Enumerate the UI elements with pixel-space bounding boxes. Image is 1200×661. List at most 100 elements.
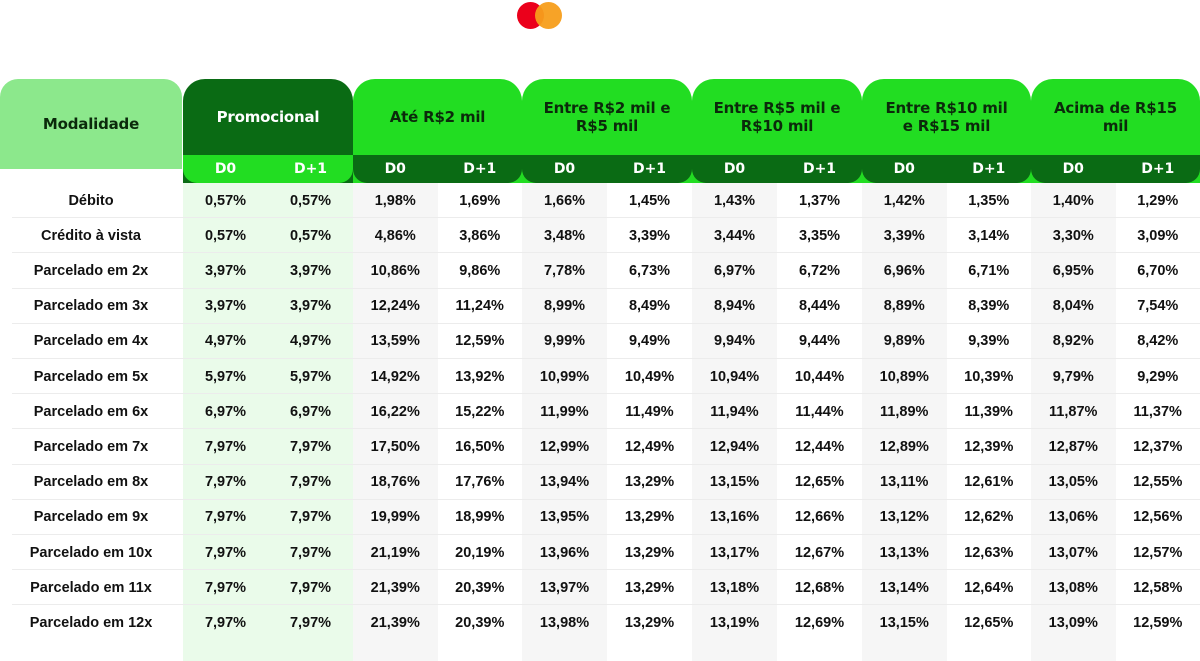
column-background <box>1031 183 1116 661</box>
rate-cell: 12,59% <box>455 333 505 350</box>
table-row: Parcelado em 7x 7,97% 7,97% 17,50% 16,50% 12,… <box>0 429 1200 465</box>
rate-cell: 13,96% <box>539 544 590 561</box>
rate-cell: 13,16% <box>709 509 760 526</box>
rate-cell: 20,19% <box>455 544 505 561</box>
rate-cell: 12,39% <box>964 438 1014 455</box>
rate-cell: 13,17% <box>709 544 760 561</box>
rate-cell: 13,14% <box>879 579 929 596</box>
rate-cell: 11,99% <box>540 403 589 420</box>
row-label: Parcelado em 11x <box>30 579 152 596</box>
rate-cell: 0,57% <box>204 227 247 244</box>
group-header-title: Entre R$10 mil e R$15 mil <box>885 99 1008 135</box>
rate-cell: 8,44% <box>798 298 841 315</box>
rate-cell: 9,94% <box>713 333 756 350</box>
rate-cell: 6,70% <box>1137 262 1179 279</box>
rate-cell: 12,37% <box>1133 438 1183 455</box>
subheader-d1: D+1 <box>463 161 497 177</box>
rate-cell: 18,99% <box>455 509 505 526</box>
table-row: Débito 0,57% 0,57% 1,98% 1,69% 1,66% 1,45% 1,43… <box>0 183 1200 219</box>
rate-cell: 6,97% <box>204 403 247 420</box>
rate-cell: 3,39% <box>628 227 671 244</box>
rate-cell: 4,97% <box>289 333 332 350</box>
rate-cell: 1,98% <box>374 192 416 209</box>
rate-cell: 12,57% <box>1133 544 1183 561</box>
rate-cell: 9,44% <box>798 333 841 350</box>
mastercard-logo-icon <box>517 2 563 29</box>
group-header-5: Acima de R$15 mil <box>1031 79 1200 155</box>
table-row: Parcelado em 3x 3,97% 3,97% 12,24% 11,24% 8,9… <box>0 289 1200 324</box>
rate-cell: 7,97% <box>204 474 247 491</box>
rate-cell: 13,08% <box>1048 579 1098 596</box>
rate-cell: 6,71% <box>968 262 1010 279</box>
row-divider <box>12 357 1200 359</box>
rate-cell: 19,99% <box>370 509 420 526</box>
table-row: Parcelado em 5x 5,97% 5,97% 14,92% 13,92% 10,… <box>0 359 1200 395</box>
subheader-d0: D0 <box>1062 161 1084 177</box>
rate-cell: 11,24% <box>455 298 504 315</box>
rate-cell: 8,89% <box>883 298 925 315</box>
rate-cell: 5,97% <box>204 368 247 385</box>
rate-cell: 13,29% <box>624 474 675 491</box>
rate-cell: 13,15% <box>709 474 760 491</box>
rate-table: Modalidade Promocional D0 D+1 Até R$2 mil D0… <box>0 79 1200 661</box>
rate-cell: 13,19% <box>709 614 760 631</box>
rate-cell: 8,04% <box>1052 298 1094 315</box>
rate-cell: 7,97% <box>204 438 247 455</box>
rate-cell: 13,09% <box>1048 614 1098 631</box>
rate-cell: 8,99% <box>543 298 586 315</box>
subheader-d0: D0 <box>384 161 406 177</box>
table-row: Parcelado em 6x 6,97% 6,97% 16,22% 15,22% 11,… <box>0 394 1200 430</box>
modalidade-header: Modalidade <box>0 79 182 169</box>
rate-cell: 13,95% <box>539 509 590 526</box>
rate-cell: 12,67% <box>794 544 845 561</box>
rate-cell: 3,97% <box>289 262 332 279</box>
rate-cell: 0,57% <box>289 192 332 209</box>
subheader-d0: D0 <box>553 161 576 177</box>
rate-cell: 13,12% <box>879 509 929 526</box>
rate-cell: 16,50% <box>455 438 505 455</box>
rate-cell: 10,39% <box>964 368 1014 385</box>
subheader-d1: D+1 <box>972 161 1006 177</box>
rate-cell: 1,35% <box>968 192 1010 209</box>
rate-cell: 12,56% <box>1133 509 1183 526</box>
group-subheader-0: D0 D+1 <box>183 155 353 183</box>
rate-cell: 3,97% <box>289 298 332 315</box>
column-background <box>353 183 438 661</box>
row-divider <box>12 393 1200 395</box>
rate-cell: 1,42% <box>883 192 925 209</box>
row-divider <box>12 498 1200 500</box>
row-label: Parcelado em 9x <box>33 509 149 526</box>
rate-cell: 9,39% <box>968 333 1010 350</box>
row-label: Parcelado em 7x <box>33 438 149 455</box>
group-subheader-5: D0 D+1 <box>1031 155 1200 183</box>
group-header-0: Promocional <box>183 79 353 155</box>
rate-cell: 11,49% <box>625 403 674 420</box>
rate-cell: 12,87% <box>1048 438 1098 455</box>
rate-cell: 9,29% <box>1137 368 1179 385</box>
rate-cell: 6,72% <box>798 262 841 279</box>
row-divider <box>12 463 1200 465</box>
group-header-title: Entre R$2 mil e R$5 mil <box>543 99 671 135</box>
table-row: Crédito à vista 0,57% 0,57% 4,86% 3,86% 3,48%… <box>0 218 1200 254</box>
rate-cell: 10,86% <box>370 262 420 279</box>
rate-cell: 13,92% <box>455 368 505 385</box>
row-label: Parcelado em 10x <box>29 544 153 561</box>
row-label: Parcelado em 6x <box>33 403 149 420</box>
rate-cell: 7,97% <box>289 474 332 491</box>
row-label: Parcelado em 12x <box>29 614 153 631</box>
row-divider <box>12 287 1200 289</box>
rate-cell: 15,22% <box>455 403 505 420</box>
rate-cell: 9,89% <box>883 333 925 350</box>
rate-cell: 17,50% <box>370 438 420 455</box>
rate-cell: 9,79% <box>1052 368 1094 385</box>
rate-cell: 10,44% <box>794 368 845 385</box>
logo-orange-circle <box>535 2 562 29</box>
rate-cell: 3,97% <box>204 298 247 315</box>
table-row: Parcelado em 9x 7,97% 7,97% 19,99% 18,99% 13,… <box>0 500 1200 535</box>
group-header-2: Entre R$2 mil e R$5 mil <box>522 79 692 155</box>
rate-cell: 21,39% <box>370 614 420 631</box>
rate-cell: 6,97% <box>289 403 332 420</box>
column-background <box>607 183 692 661</box>
group-header-title: Entre R$5 mil e R$10 mil <box>713 99 841 135</box>
group-header-3: Entre R$5 mil e R$10 mil <box>692 79 862 155</box>
